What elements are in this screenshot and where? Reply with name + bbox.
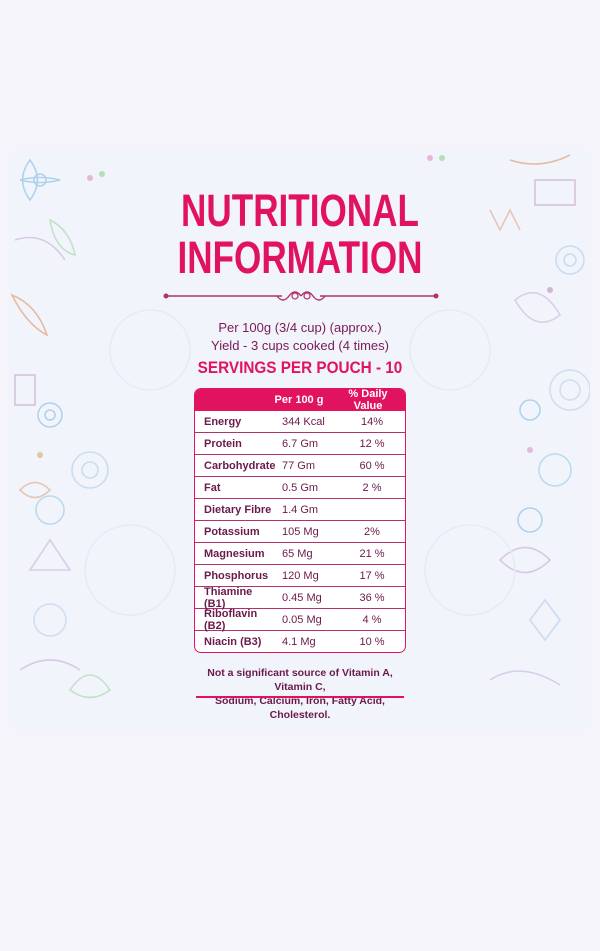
nutrient-amount: 4.1 Mg: [282, 635, 316, 648]
title-line-1: NUTRITIONAL: [181, 185, 419, 236]
nutrient-daily-value: 21 %: [359, 547, 385, 560]
serving-size: Per 100g (3/4 cup) (approx.): [218, 320, 382, 335]
footnote-line-2: Sodium, Calcium, Iron, Fatty Acid, Chole…: [215, 695, 385, 721]
nutrient-amount: 105 Mg: [282, 525, 319, 538]
table-row: Thiamine (B1) 0.45 Mg 36 %: [195, 585, 405, 610]
nutrient-amount: 1.4 Gm: [282, 503, 319, 516]
nutrient-daily-value: 12 %: [359, 437, 385, 450]
nutrient-name: Fat: [204, 481, 221, 494]
nutrient-daily-value: 10 %: [359, 635, 385, 648]
nutrient-daily-value: 36 %: [359, 591, 385, 604]
nutrient-name: Riboflavin (B2): [204, 607, 258, 632]
nutrient-amount: 77 Gm: [282, 459, 316, 472]
table-row: Niacin (B3) 4.1 Mg 10 %: [195, 631, 405, 652]
nutrient-name: Potassium: [204, 525, 260, 538]
table-row: Magnesium 65 Mg 21 %: [195, 543, 405, 565]
top-band: [0, 0, 600, 150]
table-header: Per 100 g % Daily Value: [195, 388, 405, 412]
nutrient-amount: 0.5 Gm: [282, 481, 319, 494]
yield-info: Yield - 3 cups cooked (4 times): [211, 338, 389, 353]
footnote-divider: [196, 696, 404, 698]
nutrient-amount: 344 Kcal: [282, 415, 325, 428]
footnote: Not a significant source of Vitamin A, V…: [194, 666, 406, 722]
nutrient-amount: 0.45 Mg: [282, 591, 322, 604]
nutrient-amount: 120 Mg: [282, 569, 319, 582]
nutrient-amount: 65 Mg: [282, 547, 313, 560]
header-per-100g: Per 100 g: [274, 394, 324, 406]
nutrient-daily-value: 60 %: [359, 459, 385, 472]
table-row: Dietary Fibre 1.4 Gm: [195, 499, 405, 521]
table-row: Potassium 105 Mg 2%: [195, 521, 405, 543]
servings-per-pouch: SERVINGS PER POUCH - 10: [197, 358, 403, 377]
nutrient-name: Thiamine (B1): [204, 585, 253, 610]
header-daily-value: % Daily Value: [348, 388, 388, 412]
nutrition-table: Per 100 g % Daily Value Energy 344 Kcal …: [194, 388, 406, 653]
nutrient-daily-value: 4 %: [362, 613, 382, 626]
nutrient-amount: 0.05 Mg: [282, 613, 322, 626]
flourish-divider-icon: [163, 291, 439, 301]
table-row: Protein 6.7 Gm 12 %: [195, 433, 405, 455]
nutrient-daily-value: 2 %: [362, 481, 382, 494]
nutrient-daily-value: 17 %: [359, 569, 385, 582]
nutrient-name: Carbohydrate: [204, 459, 276, 472]
title-line-2: INFORMATION: [177, 232, 423, 283]
nutrient-name: Phosphorus: [204, 569, 269, 582]
nutrient-amount: 6.7 Gm: [282, 437, 319, 450]
nutrition-panel: NUTRITIONAL INFORMATION Per 100g (3/4 cu…: [10, 150, 590, 730]
nutrient-name: Niacin (B3): [204, 635, 262, 648]
nutrient-name: Protein: [204, 437, 242, 450]
footnote-line-1: Not a significant source of Vitamin A, V…: [207, 667, 393, 693]
table-row: Energy 344 Kcal 14%: [195, 411, 405, 433]
nutrient-name: Dietary Fibre: [204, 503, 272, 516]
table-row: Fat 0.5 Gm 2 %: [195, 477, 405, 499]
nutrient-name: Energy: [204, 415, 242, 428]
nutrient-daily-value: 14%: [360, 415, 384, 428]
table-row: Phosphorus 120 Mg 17 %: [195, 565, 405, 587]
nutrient-name: Magnesium: [204, 547, 265, 560]
nutrient-daily-value: 2%: [364, 525, 380, 538]
floral-doodle-background: [10, 154, 590, 699]
table-row: Riboflavin (B2) 0.05 Mg 4 %: [195, 607, 405, 632]
table-row: Carbohydrate 77 Gm 60 %: [195, 455, 405, 477]
